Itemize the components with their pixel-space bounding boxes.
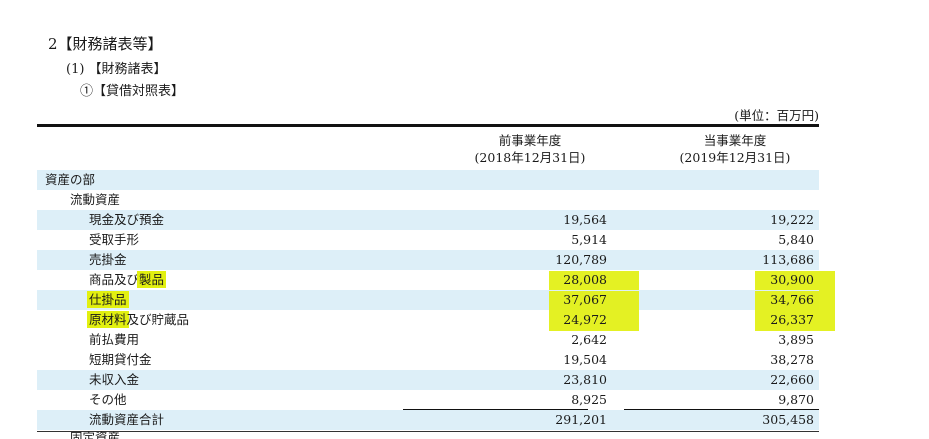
balance-sheet-table: 資産の部 流動資産 現金及び預金 19,564 19,222 受取手形 5,91… bbox=[37, 170, 835, 430]
table-row: 流動資産 bbox=[37, 190, 819, 210]
highlight-mark bbox=[549, 311, 639, 331]
highlight-mark bbox=[755, 271, 835, 291]
row-label: 売掛金 bbox=[89, 252, 127, 267]
row-label: 流動資産合計 bbox=[89, 412, 165, 427]
row-value-prev: 8,925 bbox=[571, 392, 607, 407]
row-value-curr: 5,840 bbox=[778, 232, 814, 247]
row-label: 未収入金 bbox=[89, 372, 140, 387]
row-label: 流動資産 bbox=[70, 192, 121, 207]
highlight-mark bbox=[755, 291, 835, 311]
column-header-prev-date: (2018年12月31日) bbox=[474, 150, 586, 165]
row-value-prev: 2,642 bbox=[571, 332, 607, 347]
section-heading: 2【財務諸表等】 bbox=[48, 35, 163, 53]
row-value-prev: 291,201 bbox=[555, 412, 607, 427]
row-value-curr: 3,895 bbox=[778, 332, 814, 347]
total-rule-curr bbox=[624, 409, 819, 410]
table-bottom-rule bbox=[37, 431, 819, 432]
row-label: 前払費用 bbox=[89, 332, 140, 347]
unit-label: (単位：百万円) bbox=[734, 108, 819, 123]
highlighted-text: 仕掛品 bbox=[87, 291, 129, 308]
table-row-total: 流動資産合計 291,201 305,458 bbox=[37, 410, 819, 430]
table-row: その他 8,925 9,870 bbox=[37, 390, 819, 410]
row-value-curr: 34,766 bbox=[770, 292, 814, 307]
row-value-curr: 113,686 bbox=[762, 252, 814, 267]
highlight-mark bbox=[755, 311, 835, 331]
column-header-prev-title: 前事業年度 bbox=[498, 133, 562, 148]
row-label: 受取手形 bbox=[89, 232, 140, 247]
row-value-curr: 26,337 bbox=[770, 312, 814, 327]
column-header-curr-date: (2019年12月31日) bbox=[679, 150, 791, 165]
column-header-curr-year: 当事業年度 (2019年12月31日) bbox=[645, 132, 825, 166]
table-row: 前払費用 2,642 3,895 bbox=[37, 330, 819, 350]
table-row: 売掛金 120,789 113,686 bbox=[37, 250, 819, 270]
subsection-heading: (1) 【財務諸表】 bbox=[66, 62, 167, 77]
table-row-highlighted: 商品及び製品 28,008 30,900 bbox=[37, 270, 835, 291]
row-value-curr: 19,222 bbox=[770, 212, 814, 227]
highlight-mark bbox=[549, 291, 639, 311]
row-value-curr: 22,660 bbox=[770, 372, 814, 387]
row-value-prev: 120,789 bbox=[555, 252, 607, 267]
row-label: 資産の部 bbox=[45, 172, 96, 187]
highlighted-text: 製品 bbox=[137, 271, 167, 288]
row-value-prev: 37,067 bbox=[563, 292, 607, 307]
row-value-curr: 9,870 bbox=[778, 392, 814, 407]
table-row-highlighted: 仕掛品 37,067 34,766 bbox=[37, 290, 835, 311]
row-value-prev: 28,008 bbox=[563, 272, 607, 287]
row-label: 原材料及び貯蔵品 bbox=[87, 310, 190, 330]
row-label-part: 商品及び bbox=[89, 272, 140, 287]
table-row: 受取手形 5,914 5,840 bbox=[37, 230, 819, 250]
highlighted-text: 原材料 bbox=[87, 311, 129, 328]
highlight-mark bbox=[549, 271, 639, 291]
table-row: 短期貸付金 19,504 38,278 bbox=[37, 350, 819, 370]
cut-off-row-label: 固定資産 bbox=[70, 431, 121, 439]
table-row: 未収入金 23,810 22,660 bbox=[37, 370, 819, 390]
row-value-prev: 19,504 bbox=[563, 352, 607, 367]
row-label-part: 及び貯蔵品 bbox=[126, 312, 190, 327]
table-top-rule bbox=[37, 124, 819, 127]
table-row-highlighted: 原材料及び貯蔵品 24,972 26,337 bbox=[37, 310, 835, 331]
row-label: 商品及び製品 bbox=[89, 270, 167, 290]
row-label: 仕掛品 bbox=[87, 290, 129, 310]
table-row: 資産の部 bbox=[37, 170, 819, 190]
row-value-prev: 23,810 bbox=[563, 372, 607, 387]
row-value-prev: 19,564 bbox=[563, 212, 607, 227]
row-value-curr: 30,900 bbox=[770, 272, 814, 287]
statement-heading: ①【貸借対照表】 bbox=[80, 84, 185, 99]
table-row: 現金及び預金 19,564 19,222 bbox=[37, 210, 819, 230]
column-header-curr-title: 当事業年度 bbox=[703, 133, 767, 148]
row-value-prev: 24,972 bbox=[563, 312, 607, 327]
row-label: その他 bbox=[89, 392, 127, 407]
total-rule-prev bbox=[403, 409, 588, 410]
row-value-curr: 38,278 bbox=[770, 352, 814, 367]
row-label: 短期貸付金 bbox=[89, 352, 152, 367]
row-value-curr: 305,458 bbox=[762, 412, 814, 427]
row-label: 現金及び預金 bbox=[89, 212, 165, 227]
row-value-prev: 5,914 bbox=[571, 232, 607, 247]
column-header-prev-year: 前事業年度 (2018年12月31日) bbox=[440, 132, 620, 166]
